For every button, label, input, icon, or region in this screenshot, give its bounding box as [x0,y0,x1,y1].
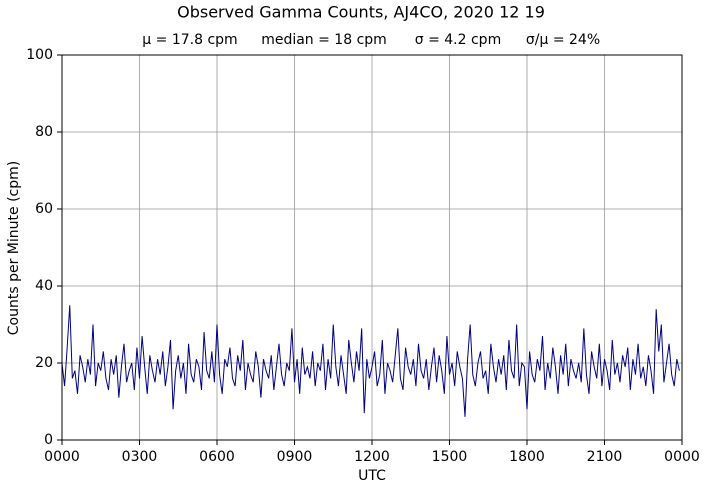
y-axis-label: Counts per Minute (cpm) [6,161,22,335]
x-tick-label: 0000 [44,449,80,465]
plot-frame [61,54,683,441]
x-axis-label: UTC [358,468,386,484]
x-tick-label: 2100 [587,449,623,465]
stat-label: μ = 17.8 cpm [142,32,237,48]
stat-label: σ/μ = 24% [526,32,600,48]
y-tick-label: 80 [35,124,53,140]
x-tick-label: 0600 [199,449,235,465]
y-tick-label: 20 [35,355,53,371]
x-tick-label: 1500 [432,449,468,465]
x-tick-label: 1800 [509,449,545,465]
x-tick-label: 0000 [664,449,700,465]
data-line [61,305,680,417]
y-tick-label: 0 [44,432,53,448]
y-tick-label: 60 [35,201,53,217]
stat-label: σ = 4.2 cpm [415,32,501,48]
stat-label: median = 18 cpm [261,32,387,48]
x-tick-label: 0300 [122,449,158,465]
chart-title: Observed Gamma Counts, AJ4CO, 2020 12 19 [177,3,545,22]
y-tick-label: 40 [35,278,53,294]
y-tick-label: 100 [26,47,53,63]
x-tick-label: 0900 [277,449,313,465]
x-tick-label: 1200 [354,449,390,465]
